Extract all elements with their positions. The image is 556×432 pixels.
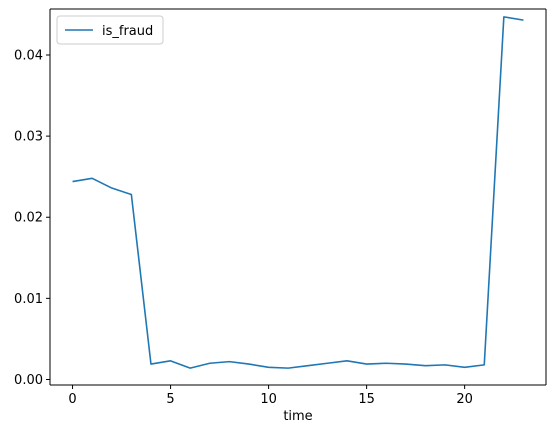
series-layer xyxy=(72,16,524,369)
legend: is_fraud xyxy=(56,15,164,45)
y-tick-label: 0.03 xyxy=(14,130,43,145)
x-tick-label: 5 xyxy=(166,392,174,407)
legend-box xyxy=(56,15,164,45)
x-tick-label: 15 xyxy=(358,392,375,407)
y-tick-label: 0.00 xyxy=(14,373,43,388)
y-tick-label: 0.04 xyxy=(14,48,43,63)
legend-label-is-fraud: is_fraud xyxy=(102,24,153,39)
axes-frame xyxy=(49,8,547,386)
x-tick-label: 20 xyxy=(456,392,473,407)
series-line-is-fraud xyxy=(72,16,524,369)
plot-area xyxy=(50,9,546,385)
x-tick-label: 10 xyxy=(260,392,277,407)
y-tick-label: 0.01 xyxy=(14,292,43,307)
y-axis-ticks: 0.00 0.01 0.02 0.03 0.04 xyxy=(14,48,50,388)
y-tick-label: 0.02 xyxy=(14,211,43,226)
x-axis-label: time xyxy=(283,409,312,424)
x-axis-ticks: 0 5 10 15 20 xyxy=(68,385,473,407)
x-tick-label: 0 xyxy=(68,392,76,407)
